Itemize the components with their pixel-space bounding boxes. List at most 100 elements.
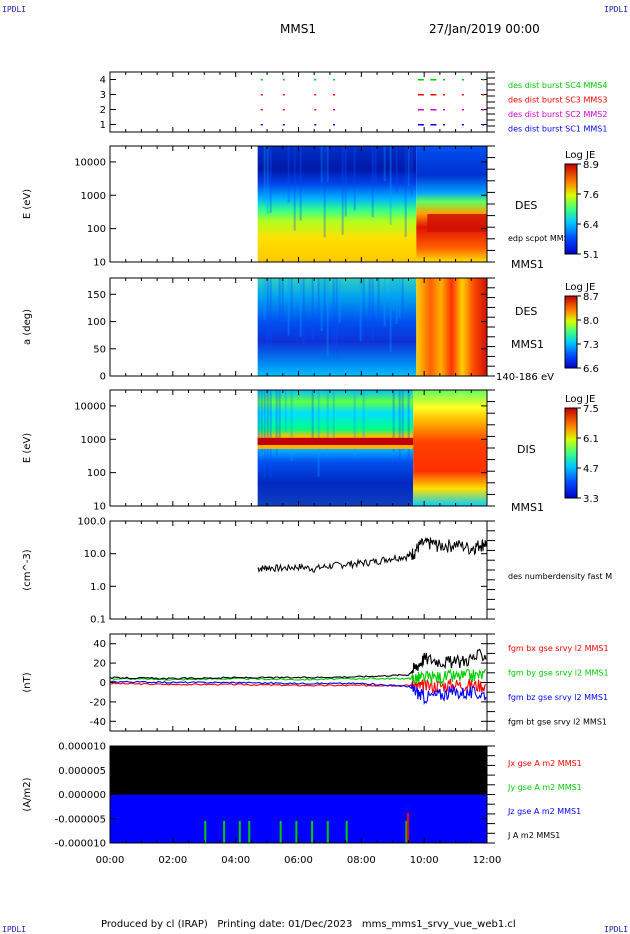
heatmap-region <box>413 390 487 506</box>
panel-right-label: MMS1 <box>511 258 544 271</box>
heatmap-stripe <box>401 278 404 312</box>
y-axis-label: (nT) <box>22 672 33 692</box>
heatmap-stripe <box>281 278 284 330</box>
heatmap-stripe <box>335 278 338 356</box>
burst-mark <box>417 109 424 111</box>
heatmap-stripe <box>311 278 314 340</box>
heatmap-stripe <box>344 146 347 217</box>
burst-mark <box>482 109 485 111</box>
corner-label-bottom-left: IPDLI <box>2 925 27 934</box>
mission-title: MMS1 <box>280 22 316 36</box>
burst-mark <box>417 94 424 96</box>
legend-entry: des dist burst SC2 MMS2 <box>508 110 607 119</box>
heatmap-stripe <box>395 146 398 193</box>
x-tick-label: 12:00 <box>473 855 502 866</box>
colorbar-tick-label: 6.1 <box>583 434 599 445</box>
y-tick-label: 10000 <box>74 401 106 412</box>
colorbar <box>564 295 578 369</box>
burst-mark <box>282 109 285 111</box>
panel-7 <box>109 745 495 844</box>
burst-mark <box>417 124 424 126</box>
y-tick-label: -0.000005 <box>55 814 106 825</box>
heatmap-stripe <box>302 278 305 346</box>
y-tick-label: 10.0 <box>84 549 106 560</box>
heatmap-stripe <box>371 278 374 342</box>
burst-mark <box>282 79 285 81</box>
y-tick-label: 1.0 <box>90 582 106 593</box>
heatmap-stripe <box>398 390 401 461</box>
current-black-region <box>414 746 487 795</box>
legend-entry: Jx gse A m2 MMS1 <box>507 759 582 768</box>
heatmap-stripe <box>326 146 329 183</box>
y-tick-label: 0 <box>100 372 106 383</box>
colorbar-tick-label: 8.9 <box>583 160 599 171</box>
heatmap-stripe <box>395 278 398 324</box>
colorbar-tick-label: 8.7 <box>583 292 599 303</box>
heatmap-stripe <box>383 146 386 181</box>
burst-mark <box>260 124 263 126</box>
heatmap-region <box>257 146 417 262</box>
x-tick-label: 00:00 <box>96 855 125 866</box>
burst-mark <box>461 94 464 96</box>
burst-mark <box>417 79 424 81</box>
panel-right-label: edp scpot MMS1 <box>508 234 574 243</box>
legend-entry: des dist burst SC3 MMS3 <box>508 96 607 105</box>
y-tick-label: -0.000010 <box>55 839 106 850</box>
heatmap-stripe <box>263 390 266 480</box>
burst-mark <box>461 109 464 111</box>
heatmap-ion-band <box>257 445 414 449</box>
heatmap-stripe <box>317 390 320 477</box>
burst-mark <box>430 109 437 111</box>
heatmap-ion-band <box>257 438 414 445</box>
panel-right-label: MMS1 <box>511 501 544 514</box>
colorbar-tick-label: 8.0 <box>583 316 599 327</box>
heatmap-stripe <box>275 390 278 456</box>
heatmap-stripe <box>353 146 356 211</box>
heatmap-region <box>416 146 487 262</box>
legend-entry: fgm bt gse srvy l2 MMS1 <box>508 718 607 727</box>
heatmap-stripe <box>377 278 380 322</box>
heatmap-stripe <box>407 146 410 186</box>
y-tick-label: 3 <box>100 90 106 101</box>
panel-right-label: DIS <box>517 443 536 456</box>
y-axis-label: a (deg) <box>22 309 33 345</box>
x-tick-label: 02:00 <box>158 855 187 866</box>
field-line <box>109 680 487 705</box>
burst-mark <box>482 79 485 81</box>
heatmap-stripe <box>317 278 320 321</box>
heatmap-stripe <box>410 146 413 196</box>
x-tick-label: 08:00 <box>347 855 376 866</box>
heatmap-stripe <box>323 146 326 238</box>
panel-right-label: MMS1 <box>511 338 544 351</box>
panel-3 <box>109 277 495 377</box>
current-spike <box>238 821 241 843</box>
colorbar-tick-label: 7.3 <box>583 340 599 351</box>
current-spike <box>405 821 408 843</box>
legend-entry: J A m2 MMS1 <box>507 831 560 840</box>
corner-label-bottom-right: IPDLI <box>604 925 629 934</box>
heatmap-stripe <box>269 390 272 479</box>
legend-entry: des dist burst SC4 MMS4 <box>508 81 607 90</box>
y-tick-label: 0.000010 <box>58 742 106 753</box>
legend-entry: fgm by gse srvy l2 MMS1 <box>508 669 609 678</box>
heatmap-stripe <box>257 390 260 473</box>
colorbar-tick-label: 6.6 <box>583 364 599 375</box>
heatmap-stripe <box>359 278 362 342</box>
heatmap-stripe <box>371 146 374 218</box>
panel-2 <box>109 145 495 263</box>
heatmap-stripe <box>290 390 293 461</box>
y-tick-label: 10 <box>93 258 106 269</box>
burst-mark <box>260 79 263 81</box>
panel-frame <box>109 71 488 133</box>
colorbar-label: Log JE <box>565 394 595 405</box>
y-tick-label: 10 <box>93 502 106 513</box>
burst-mark <box>443 109 446 111</box>
burst-mark <box>482 94 485 96</box>
y-tick-label: 100 <box>87 468 106 479</box>
burst-mark <box>282 124 285 126</box>
y-tick-label: 100.0 <box>77 517 106 528</box>
heatmap-stripe <box>266 146 269 215</box>
heatmap-stripe <box>389 278 392 353</box>
burst-mark <box>260 94 263 96</box>
heatmap-stripe <box>332 390 335 446</box>
